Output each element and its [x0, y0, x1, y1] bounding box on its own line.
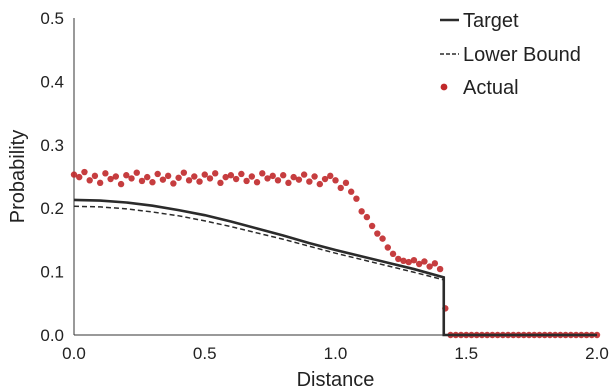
actual-point: [253, 179, 261, 186]
legend-label: Lower Bound: [463, 44, 581, 66]
actual-point: [327, 172, 334, 180]
actual-point: [415, 260, 423, 268]
actual-point: [154, 170, 161, 178]
actual-point: [96, 179, 104, 187]
actual-point: [431, 260, 439, 267]
actual-point: [170, 180, 177, 187]
actual-point: [144, 173, 151, 181]
legend-actual-swatch: [440, 83, 448, 91]
actual-point: [133, 169, 140, 176]
actual-point: [306, 178, 313, 185]
y-tick-label: 0.0: [40, 326, 64, 345]
actual-point: [321, 175, 329, 183]
x-axis-label: Distance: [297, 369, 375, 390]
actual-point: [280, 172, 287, 179]
actual-point: [107, 175, 114, 183]
target-line: [73, 198, 597, 337]
actual-point: [212, 170, 219, 177]
actual-point: [243, 177, 250, 185]
actual-point: [102, 170, 109, 177]
legend-label: Actual: [463, 77, 519, 99]
actual-point: [300, 171, 308, 178]
actual-point: [295, 176, 303, 183]
actual-point: [358, 208, 365, 215]
actual-point: [164, 172, 172, 180]
actual-point: [337, 184, 344, 192]
actual-point: [227, 172, 235, 179]
actual-point: [191, 173, 198, 180]
actual-point: [185, 177, 193, 184]
actual-point: [70, 171, 78, 178]
actual-point: [248, 173, 256, 180]
actual-point: [259, 170, 266, 177]
actual-point: [311, 173, 318, 180]
actual-point: [374, 230, 381, 237]
y-tick-label: 0.1: [40, 263, 64, 282]
actual-point: [405, 258, 412, 266]
actual-point: [332, 177, 339, 184]
actual-point: [180, 169, 188, 176]
y-tick-label: 0.2: [40, 199, 64, 218]
actual-point: [91, 172, 99, 180]
actual-point: [410, 256, 418, 264]
lower-bound-line: [73, 205, 597, 336]
legend-label: Target: [463, 10, 519, 32]
x-tick-label: 1.0: [324, 344, 348, 363]
actual-point: [389, 250, 397, 258]
actual-point: [400, 257, 407, 265]
x-tick-label: 1.5: [454, 344, 478, 363]
y-tick-label: 0.5: [40, 9, 64, 28]
x-tick-label: 0.0: [62, 344, 86, 363]
actual-point: [368, 222, 376, 230]
actual-point: [421, 258, 428, 265]
legend: Target Lower Bound Actual: [440, 10, 581, 99]
tick-labels: 0.0 0.5 1.0 1.5 2.0 0.0 0.1 0.2 0.3 0.4 0.5: [40, 9, 608, 363]
actual-point: [436, 265, 444, 273]
actual-point: [232, 175, 240, 183]
actual-point: [238, 170, 245, 178]
actual-point: [117, 180, 125, 188]
actual-point: [196, 178, 203, 185]
series-layer: [70, 168, 601, 339]
actual-point: [285, 179, 292, 187]
actual-point: [76, 173, 83, 181]
actual-point: [222, 173, 229, 181]
actual-point: [175, 174, 182, 181]
actual-point: [264, 175, 271, 182]
actual-point: [206, 175, 214, 182]
actual-point: [86, 177, 93, 184]
x-tick-label: 2.0: [585, 344, 609, 363]
y-tick-label: 0.4: [40, 72, 64, 91]
actual-point: [290, 173, 297, 181]
actual-point: [426, 263, 433, 270]
actual-point: [128, 175, 135, 182]
actual-point: [269, 172, 276, 180]
actual-point: [384, 244, 391, 251]
actual-point: [395, 255, 402, 263]
actual-point: [379, 235, 386, 242]
actual-point: [81, 168, 88, 176]
actual-point: [274, 177, 282, 184]
actual-point: [159, 176, 167, 183]
actual-point: [123, 172, 130, 179]
y-axis-label: Probability: [7, 130, 29, 223]
actual-point: [201, 171, 208, 178]
actual-point: [353, 195, 360, 202]
actual-point: [138, 177, 146, 185]
actual-point: [217, 179, 224, 187]
actual-point: [342, 179, 350, 187]
x-tick-label: 0.5: [193, 344, 217, 363]
actual-point: [316, 180, 324, 188]
actual-point: [112, 173, 120, 180]
actual-point: [363, 213, 371, 221]
y-tick-label: 0.3: [40, 136, 64, 155]
actual-point: [347, 188, 355, 195]
actual-point: [149, 179, 156, 186]
